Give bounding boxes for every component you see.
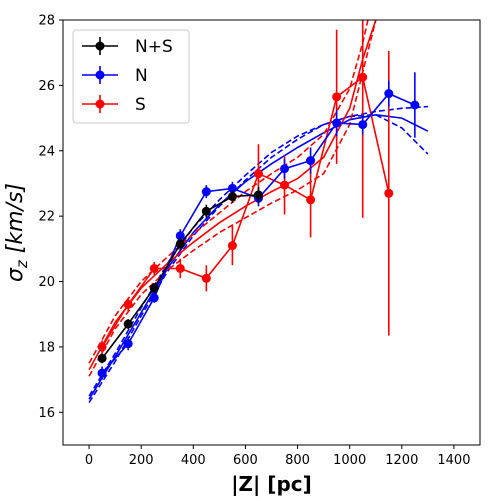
data-point <box>332 118 342 128</box>
x-tick-label: 1200 <box>385 453 418 468</box>
data-point <box>384 89 394 99</box>
legend-label: S <box>135 95 146 115</box>
data-point <box>306 156 316 166</box>
y-tick-label: 22 <box>38 210 55 225</box>
legend-entry-n-s: N+S <box>82 37 173 57</box>
data-point <box>175 239 185 249</box>
data-point <box>306 195 316 205</box>
data-point <box>97 342 107 352</box>
data-point <box>384 188 394 198</box>
legend: N+S NS <box>72 29 190 124</box>
data-point <box>253 169 263 179</box>
data-point <box>280 164 290 174</box>
axes: 0 200 400 600 800 1000 1200 1400 16 18 20 22 24 26 28 <box>38 14 481 468</box>
y-tick-label: 24 <box>38 144 55 159</box>
data-point <box>123 319 133 329</box>
legend-label: N+S <box>135 37 173 57</box>
y-tick-label: 20 <box>38 275 55 290</box>
data-point <box>123 299 133 309</box>
data-point <box>227 183 237 193</box>
legend-label: N <box>135 66 148 86</box>
data-point <box>97 368 107 378</box>
data-series <box>97 20 420 380</box>
model-curve-6 <box>88 20 369 364</box>
y-tick-label: 28 <box>38 14 55 29</box>
data-point <box>410 100 420 110</box>
x-tick-label: 800 <box>285 453 310 468</box>
model-curve-4 <box>88 20 377 371</box>
x-tick-label: 400 <box>181 453 206 468</box>
data-point <box>253 190 263 200</box>
x-tick-label: 0 <box>85 453 93 468</box>
x-tick-label: 600 <box>233 453 258 468</box>
x-tick-label: 200 <box>129 453 154 468</box>
data-point <box>227 192 237 202</box>
legend-entry-s: S <box>82 95 146 115</box>
legend-marker <box>95 70 105 80</box>
data-point <box>201 273 211 283</box>
x-tick-label: 1400 <box>437 453 470 468</box>
legend-box <box>72 29 190 124</box>
data-point <box>358 72 368 82</box>
plot-frame <box>62 19 481 446</box>
x-axis-title: |Z| [pc] <box>231 472 312 496</box>
data-point <box>175 263 185 273</box>
data-point <box>149 283 159 293</box>
data-point <box>123 339 133 349</box>
legend-marker <box>95 41 105 51</box>
y-tick-label: 26 <box>38 79 55 94</box>
y-axis-symbol: σ <box>3 267 28 282</box>
data-point <box>280 180 290 190</box>
data-point <box>358 120 368 130</box>
y-tick-label: 18 <box>38 340 55 355</box>
series-line <box>101 92 416 374</box>
y-axis-title: σz [km/s] <box>3 183 31 282</box>
series-n-s <box>97 186 263 364</box>
y-tick-label: 16 <box>38 406 55 421</box>
data-point <box>175 231 185 241</box>
legend-entry-n: N <box>82 66 148 86</box>
data-point <box>149 293 159 303</box>
data-point <box>201 187 211 197</box>
data-point <box>201 206 211 216</box>
data-point <box>149 263 159 273</box>
x-tick-label: 1000 <box>333 453 366 468</box>
y-axis-subscript: z <box>13 259 31 269</box>
legend-marker <box>95 99 105 109</box>
series-line <box>101 75 390 348</box>
data-point <box>97 353 107 363</box>
y-axis-units: [km/s] <box>3 183 28 260</box>
data-point <box>227 241 237 251</box>
data-point <box>332 92 342 102</box>
